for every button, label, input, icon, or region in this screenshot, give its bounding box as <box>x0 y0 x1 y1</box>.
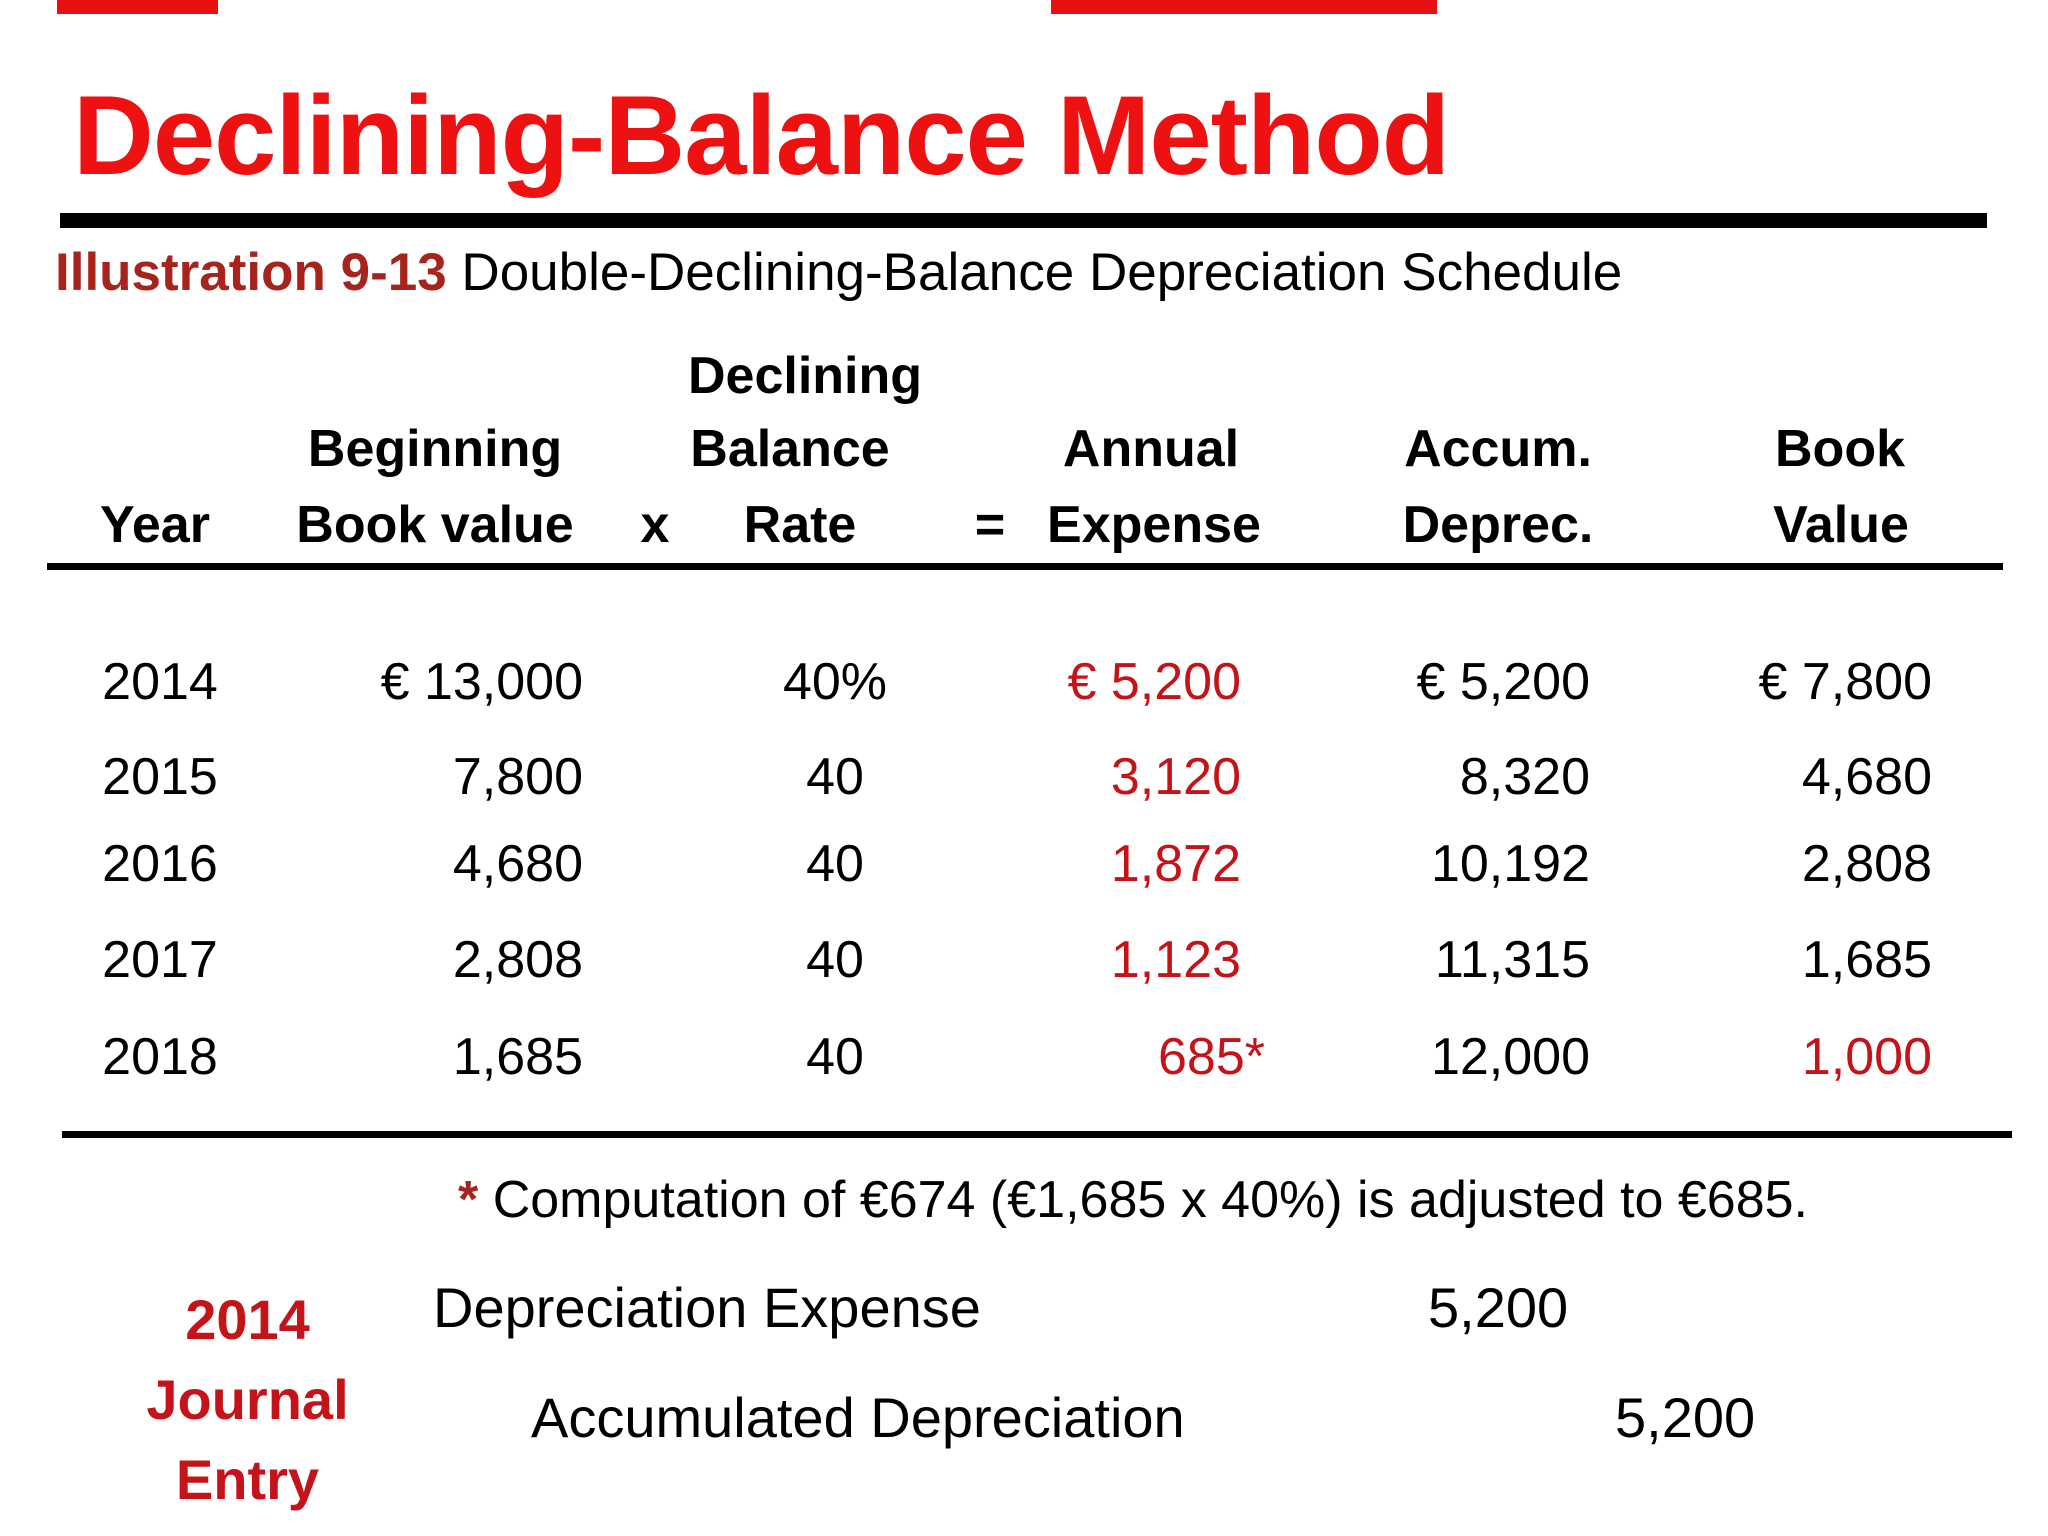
journal-label-word2: Entry <box>175 1448 320 1511</box>
table-cell-accum-deprec: 10,192 <box>1430 835 1590 893</box>
table-cell-rate: 40 <box>806 931 864 989</box>
table-cell-ending-value: € 7,800 <box>1758 653 1933 711</box>
journal-entry-label: 2014 Journal Entry <box>120 1280 375 1520</box>
journal-debit-account: Depreciation Expense <box>433 1276 981 1339</box>
table-cell-book-value: 7,800 <box>452 748 583 806</box>
header-year: Year <box>100 496 210 554</box>
illustration-text: Double-Declining-Balance Depreciation Sc… <box>446 243 1623 302</box>
header-balance: Balance <box>690 420 890 478</box>
table-header-rule <box>47 563 2003 570</box>
header-declining: Declining <box>687 347 923 405</box>
table-bottom-rule <box>62 1131 2012 1138</box>
table-cell-expense: 1,872 <box>1110 835 1241 893</box>
header-rate: Rate <box>743 496 857 554</box>
table-cell-accum-deprec: 12,000 <box>1430 1028 1590 1086</box>
header-expense: Expense <box>1047 496 1261 554</box>
table-cell-ending-value: 1,000 <box>1801 1028 1932 1086</box>
table-cell-ending-value: 2,808 <box>1801 835 1932 893</box>
header-deprec: Deprec. <box>1402 496 1594 554</box>
title-underline <box>60 213 1987 228</box>
table-cell-ending-value: 4,680 <box>1801 748 1932 806</box>
table-cell-expense: 1,123 <box>1110 931 1241 989</box>
journal-debit-amount: 5,200 <box>1428 1276 1569 1339</box>
header-multiply: x <box>640 496 670 554</box>
table-cell-rate: 40 <box>806 748 864 806</box>
table-cell-book-value: € 13,000 <box>380 653 583 711</box>
header-beginning: Beginning <box>307 420 563 478</box>
table-cell-year: 2015 <box>102 748 218 806</box>
header-annual: Annual <box>1062 420 1240 478</box>
header-book: Book <box>1775 420 1905 478</box>
table-cell-accum-deprec: 11,315 <box>1434 931 1590 989</box>
footnote-asterisk: * <box>458 1171 479 1229</box>
top-red-strip-center <box>1051 0 1437 14</box>
top-red-strip-left <box>57 0 218 14</box>
table-cell-year: 2018 <box>102 1028 218 1086</box>
footnote: * Computation of €674 (€1,685 x 40%) is … <box>458 1174 1808 1226</box>
table-cell-expense: 685* <box>1158 1028 1265 1086</box>
illustration-label: Illustration 9-13 <box>55 243 447 302</box>
header-accum: Accum. <box>1404 420 1592 478</box>
table-cell-rate: 40% <box>782 653 888 711</box>
table-cell-rate: 40 <box>806 835 864 893</box>
table-cell-expense: 3,120 <box>1110 748 1241 806</box>
table-cell-accum-deprec: 8,320 <box>1459 748 1590 806</box>
journal-label-year: 2014 <box>185 1288 310 1351</box>
journal-credit-amount: 5,200 <box>1615 1386 1756 1449</box>
table-cell-rate: 40 <box>806 1028 864 1086</box>
journal-credit-account: Accumulated Depreciation <box>531 1386 1185 1449</box>
page-title: Declining-Balance Method <box>73 73 1450 198</box>
header-value: Value <box>1773 496 1909 554</box>
header-book-value: Book value <box>296 496 574 554</box>
table-cell-year: 2017 <box>102 931 218 989</box>
table-cell-accum-deprec: € 5,200 <box>1416 653 1591 711</box>
table-cell-expense: € 5,200 <box>1067 653 1242 711</box>
table-cell-year: 2014 <box>102 653 218 711</box>
header-equals: = <box>974 496 1006 554</box>
table-cell-ending-value: 1,685 <box>1801 931 1932 989</box>
table-cell-book-value: 1,685 <box>452 1028 583 1086</box>
journal-label-word1: Journal <box>146 1368 349 1431</box>
illustration-caption: Illustration 9-13 Double-Declining-Balan… <box>55 246 1622 299</box>
footnote-text: Computation of €674 (€1,685 x 40%) is ad… <box>478 1171 1809 1229</box>
table-cell-book-value: 2,808 <box>452 931 583 989</box>
table-cell-year: 2016 <box>102 835 218 893</box>
table-cell-book-value: 4,680 <box>452 835 583 893</box>
